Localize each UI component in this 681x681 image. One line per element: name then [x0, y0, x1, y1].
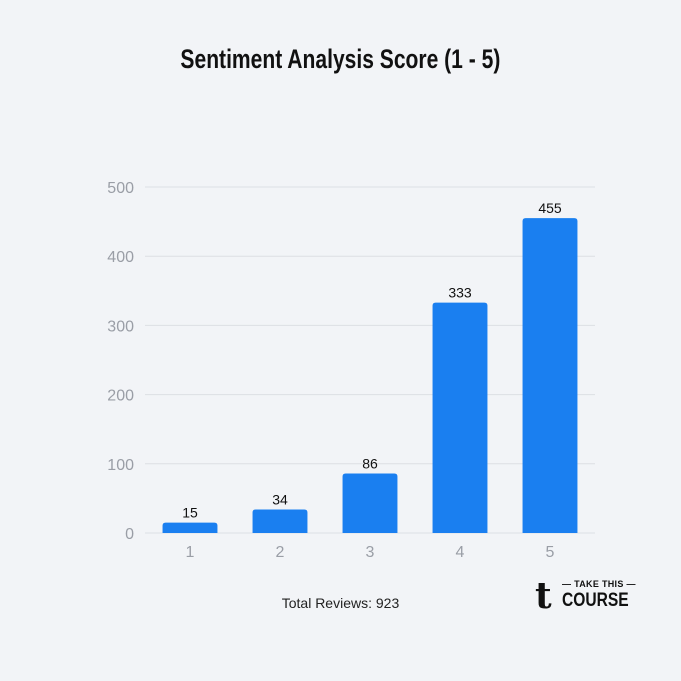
bar-4 — [432, 302, 488, 533]
x-tick-label-4: 4 — [456, 544, 465, 561]
bar-2 — [252, 509, 308, 533]
bar-3 — [342, 473, 398, 533]
data-label-2: 34 — [272, 491, 288, 507]
bar-5 — [522, 218, 578, 533]
y-tick-label: 500 — [107, 180, 134, 197]
data-label-5: 455 — [538, 200, 562, 216]
data-label-4: 333 — [448, 285, 472, 301]
y-axis-ticks: 0 100 200 300 400 500 — [107, 180, 134, 543]
x-axis-ticks: 1 2 3 4 5 — [186, 544, 555, 561]
total-reviews-text: Total Reviews: 923 — [281, 595, 400, 611]
data-label-3: 86 — [362, 455, 378, 471]
logo-bottom-text: COURSE — [562, 590, 629, 611]
x-tick-label-5: 5 — [546, 544, 555, 561]
x-tick-label-3: 3 — [366, 544, 375, 561]
data-labels: 15 34 86 333 455 — [182, 200, 562, 520]
take-this-course-logo: t — TAKE THIS — COURSE — [535, 575, 635, 617]
x-tick-label-2: 2 — [276, 544, 285, 561]
y-tick-label: 400 — [107, 249, 134, 266]
chart-title: Sentiment Analysis Score (1 - 5) — [180, 44, 501, 74]
y-tick-label: 200 — [107, 388, 134, 405]
x-tick-label-1: 1 — [186, 544, 195, 561]
logo-t-mark: t — [535, 575, 552, 617]
bar-1 — [162, 522, 218, 533]
y-tick-label: 100 — [107, 457, 134, 474]
y-tick-label: 300 — [107, 318, 134, 335]
bars — [162, 218, 578, 533]
y-tick-label: 0 — [125, 526, 134, 543]
data-label-1: 15 — [182, 505, 198, 521]
logo-top-text: — TAKE THIS — — [562, 579, 636, 589]
